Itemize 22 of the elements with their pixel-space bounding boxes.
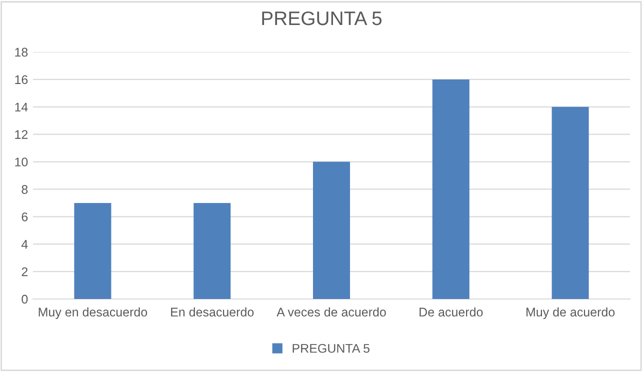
y-tick-label: 18 (15, 48, 28, 57)
x-tick-label: Muy en desacuerdo (38, 307, 148, 319)
y-tick-label: 8 (22, 185, 28, 194)
legend-label: PREGUNTA 5 (292, 344, 370, 353)
y-tick-label: 12 (15, 130, 28, 139)
bar (312, 162, 350, 299)
y-tick-label: 14 (15, 102, 28, 112)
x-tick-label: En desacuerdo (171, 307, 254, 317)
y-tick-label: 16 (15, 75, 28, 84)
y-tick-label: 2 (22, 267, 28, 276)
bar (552, 106, 589, 299)
chart-title: PREGUNTA 5 (262, 11, 382, 26)
bar (74, 202, 112, 299)
y-tick-label: 6 (22, 212, 28, 222)
x-tick-label: Muy de acuerdo (526, 307, 615, 319)
y-tick-label: 10 (15, 158, 28, 166)
y-tick-label: 4 (21, 240, 28, 249)
bar (194, 202, 231, 299)
x-tick-label: A veces de acuerdo (276, 307, 386, 317)
x-tick-label: De acuerdo (420, 307, 483, 317)
bar (432, 79, 470, 299)
y-tick-label: 0 (22, 294, 28, 304)
